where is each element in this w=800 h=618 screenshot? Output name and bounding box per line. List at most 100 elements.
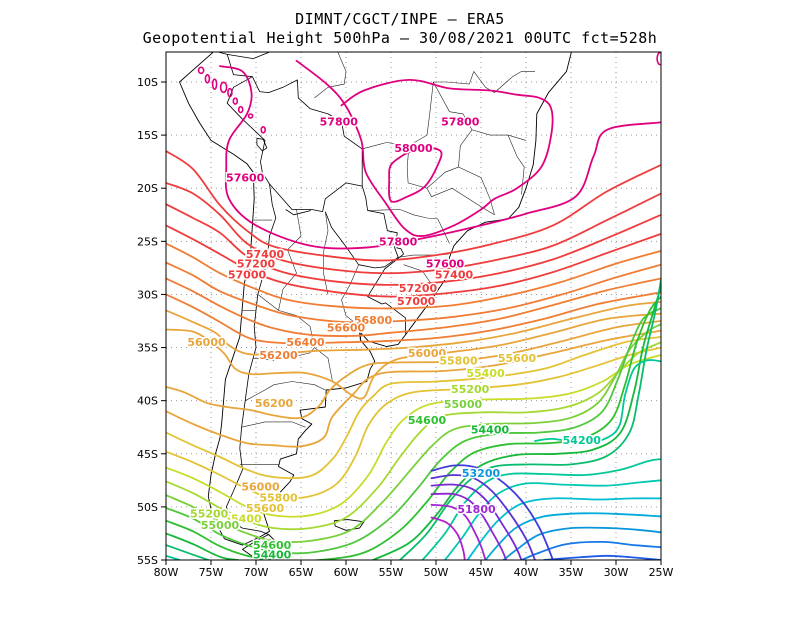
state-border — [314, 52, 347, 99]
contour-blob — [227, 87, 233, 98]
contour-blob — [260, 126, 267, 134]
y-tick-label: 55S — [137, 554, 158, 567]
country-border — [285, 209, 311, 216]
y-tick-label: 50S — [137, 501, 158, 514]
contour-label: 57600 — [226, 172, 265, 185]
contour-line — [372, 286, 661, 560]
y-tick-label: 20S — [137, 182, 158, 195]
contour-label: 54600 — [253, 539, 292, 552]
y-tick-label: 35S — [137, 342, 158, 355]
contour-line — [166, 203, 661, 286]
contour-line — [466, 497, 661, 560]
contour-label: 55800 — [259, 491, 298, 504]
country-border — [253, 52, 271, 59]
contour-line — [430, 503, 487, 560]
x-tick-label: 75W — [199, 566, 224, 579]
contour-line — [421, 458, 661, 560]
map-title-line-2: Geopotential Height 500hPa – 30/08/2021 … — [142, 29, 658, 47]
contour-blob — [656, 52, 661, 66]
contour-label: 56800 — [354, 314, 393, 327]
contour-label: 55000 — [201, 519, 240, 532]
state-border — [245, 381, 326, 401]
contour-label: 57800 — [320, 115, 359, 128]
contour-label: 57600 — [426, 258, 465, 271]
geography-layer — [179, 52, 572, 560]
x-tick-label: 45W — [469, 566, 494, 579]
contour-label: 56000 — [187, 336, 226, 349]
contour-label: 57800 — [379, 235, 418, 248]
contour-label: 58000 — [394, 142, 433, 155]
contour-line — [388, 146, 443, 203]
state-border — [507, 134, 525, 195]
contour-line — [166, 323, 661, 543]
contour-line — [295, 59, 554, 237]
y-tick-label: 25S — [137, 235, 158, 248]
country-border — [367, 253, 406, 334]
x-tick-label: 70W — [244, 566, 269, 579]
contour-line — [166, 329, 661, 448]
contour-line — [166, 532, 239, 560]
contour-line — [430, 492, 508, 560]
y-tick-label: 10S — [137, 76, 158, 89]
contour-label: 55800 — [439, 354, 478, 367]
state-border — [473, 71, 535, 93]
contour-label: 56000 — [241, 481, 280, 494]
contour-blob — [204, 74, 211, 84]
contour-label: 54200 — [563, 434, 602, 447]
contour-label: 57400 — [435, 268, 474, 281]
country-border — [226, 54, 363, 187]
contour-line — [166, 291, 661, 345]
contour-label: 56600 — [327, 321, 366, 334]
contour-label: 54400 — [471, 423, 510, 436]
x-tick-label: 50W — [424, 566, 449, 579]
contour-line — [399, 278, 661, 560]
country-border — [269, 182, 399, 269]
country-border — [396, 247, 404, 255]
contour-line — [166, 307, 661, 555]
y-tick-label: 40S — [137, 395, 158, 408]
contour-blobs — [197, 52, 661, 134]
plot-frame — [165, 51, 662, 561]
contour-line — [430, 516, 466, 560]
y-tick-label: 45S — [137, 448, 158, 461]
contour-label: 57400 — [246, 248, 285, 261]
contour-line — [166, 341, 661, 531]
contour-layer — [166, 59, 661, 560]
contour-line — [166, 224, 661, 298]
contour-label: 57000 — [397, 295, 436, 308]
map-title-line-1: DIMNT/CGCT/INPE – ERA5 — [295, 10, 505, 28]
x-tick-label: 65W — [289, 566, 314, 579]
contour-line — [430, 464, 554, 560]
contour-label: 53200 — [462, 467, 501, 480]
x-tick-label: 60W — [334, 566, 359, 579]
contour-line — [166, 295, 661, 560]
contour-line — [543, 554, 661, 560]
state-border — [278, 209, 302, 311]
x-tick-label: 80W — [154, 566, 179, 579]
y-tick-label: 30S — [137, 288, 158, 301]
contour-label: 55400 — [223, 513, 262, 526]
x-tick-label: 35W — [559, 566, 584, 579]
contour-line — [166, 150, 661, 262]
contour-line — [166, 261, 661, 324]
y-tick-label: 15S — [137, 129, 158, 142]
contour-blob — [197, 66, 205, 75]
state-border — [403, 264, 439, 289]
contour-label: 55400 — [466, 367, 505, 380]
contour-label: 55000 — [444, 398, 483, 411]
contour-blob — [219, 81, 228, 94]
contour-blob — [237, 105, 244, 114]
contour-line — [430, 474, 536, 560]
contour-label: 56200 — [259, 349, 298, 362]
contour-label: 54400 — [253, 549, 292, 562]
contour-labels: 57800 57800580005760057800574005720057000… — [186, 114, 603, 563]
state-border — [362, 71, 475, 150]
contour-blob — [211, 78, 218, 90]
contour-line — [444, 479, 661, 560]
contour-line — [166, 242, 661, 310]
contour-label: 56200 — [255, 397, 294, 410]
contour-blob — [247, 113, 254, 119]
contour-label: 55600 — [498, 352, 537, 365]
contour-line — [534, 359, 661, 445]
